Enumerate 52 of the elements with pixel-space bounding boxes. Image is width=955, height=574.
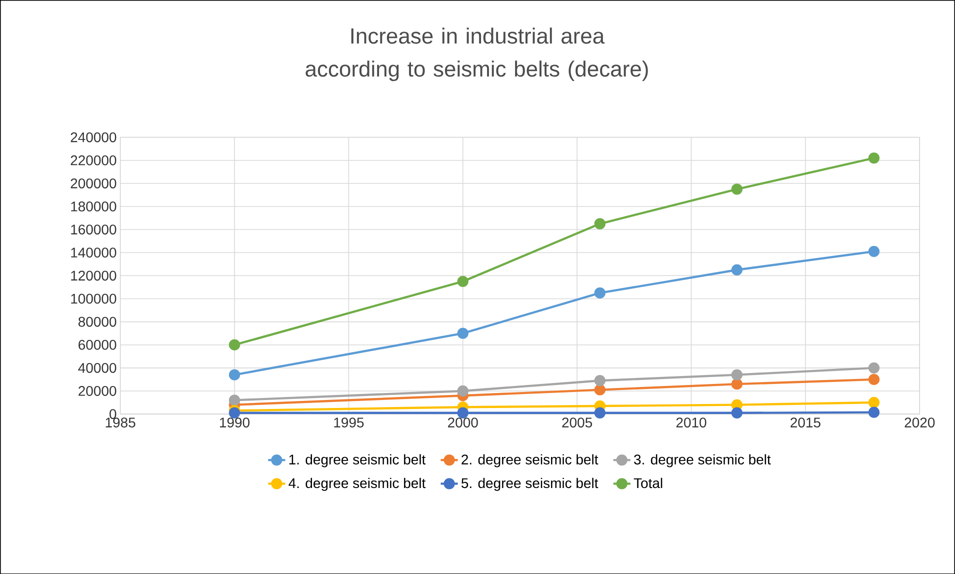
legend-label: Total	[634, 478, 662, 488]
y-tick-label: 180000	[71, 201, 116, 212]
y-tick-label: 100000	[71, 294, 116, 304]
y-tick-label: 40000	[78, 362, 116, 373]
x-tick-label: 1985	[106, 417, 136, 428]
y-tick-label: 80000	[78, 316, 116, 327]
point	[731, 378, 743, 390]
legend-label: 3. degree seismic belt	[634, 454, 771, 468]
y-tick-label: 220000	[70, 155, 116, 166]
point	[868, 396, 880, 408]
point	[594, 374, 606, 386]
legend-label: 2. degree seismic belt	[462, 454, 598, 468]
point	[457, 407, 468, 418]
point	[594, 384, 606, 396]
point	[594, 407, 606, 418]
x-tick-label: 2000	[448, 417, 478, 428]
point	[731, 264, 743, 276]
point	[868, 406, 880, 418]
legend-label: 4. degree seismic belt	[288, 478, 426, 491]
y-tick-label: 20000	[78, 386, 116, 396]
x-tick-label: 2020	[904, 417, 935, 428]
point	[868, 362, 880, 374]
chart-title: Increase in industrial area according to seismic belts (decare)	[306, 27, 648, 81]
point	[457, 385, 468, 396]
x-tick-label: 2010	[676, 417, 706, 428]
point	[457, 276, 468, 287]
point	[731, 183, 743, 195]
legend-label: 1. degree seismic belt	[289, 454, 426, 468]
y-tick-label: 120000	[71, 270, 116, 280]
point	[228, 369, 240, 380]
point	[731, 369, 743, 380]
y-tick-label: 60000	[78, 340, 116, 350]
y-tick-label: 140000	[71, 247, 116, 258]
point	[731, 407, 743, 418]
point	[594, 287, 606, 298]
x-tick-label: 1990	[220, 417, 250, 428]
point	[228, 339, 240, 350]
y-tick-label: 240000	[70, 132, 116, 142]
point	[457, 328, 468, 339]
point	[868, 246, 880, 257]
legend-label: 5. degree seismic belt	[461, 478, 598, 491]
x-tick-label: 1995	[334, 417, 364, 428]
x-tick-label: 2015	[790, 417, 820, 428]
point	[868, 152, 880, 164]
point	[228, 394, 240, 406]
y-tick-label: 160000	[71, 224, 116, 234]
y-tick-label: 200000	[70, 178, 116, 188]
y-tick-label: 0	[110, 408, 116, 419]
point	[228, 407, 240, 418]
x-tick-label: 2005	[562, 417, 592, 428]
point	[594, 218, 606, 230]
point	[868, 374, 880, 385]
